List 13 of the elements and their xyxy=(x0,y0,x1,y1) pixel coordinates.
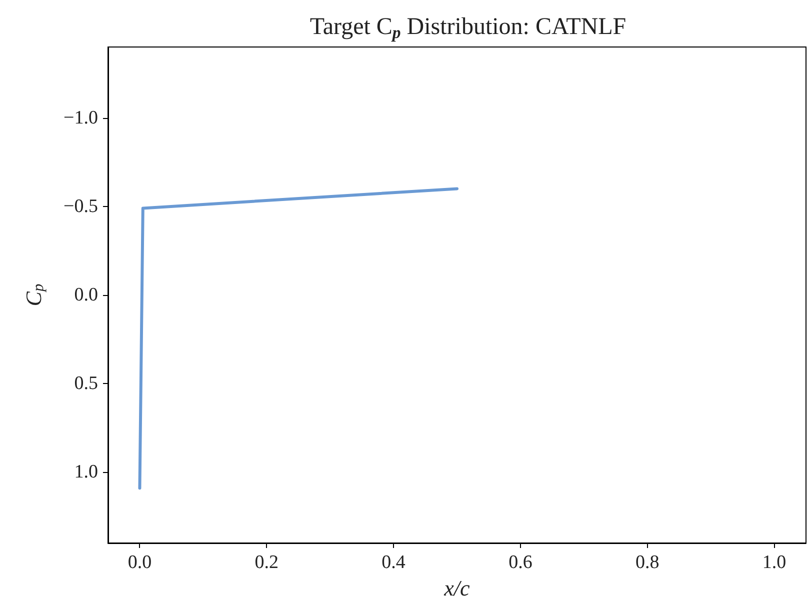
y-tick-label: −1.0 xyxy=(64,107,98,128)
y-tick-label: 0.5 xyxy=(74,373,98,394)
x-tick-label: 0.2 xyxy=(254,552,279,573)
x-tick-label: 0.6 xyxy=(508,552,532,573)
x-tick-label: 0.4 xyxy=(382,552,406,573)
y-tick-label: −0.5 xyxy=(64,196,98,217)
y-tick-label: 0.0 xyxy=(74,284,98,306)
x-tick-label: 0.0 xyxy=(128,552,152,573)
x-axis-title: x/c xyxy=(443,575,470,600)
y-axis-title: Cp xyxy=(21,284,47,306)
x-tick-label: 0.8 xyxy=(635,552,660,573)
x-tick-label: 1.0 xyxy=(762,552,786,573)
y-tick-label: 1.0 xyxy=(74,462,98,483)
